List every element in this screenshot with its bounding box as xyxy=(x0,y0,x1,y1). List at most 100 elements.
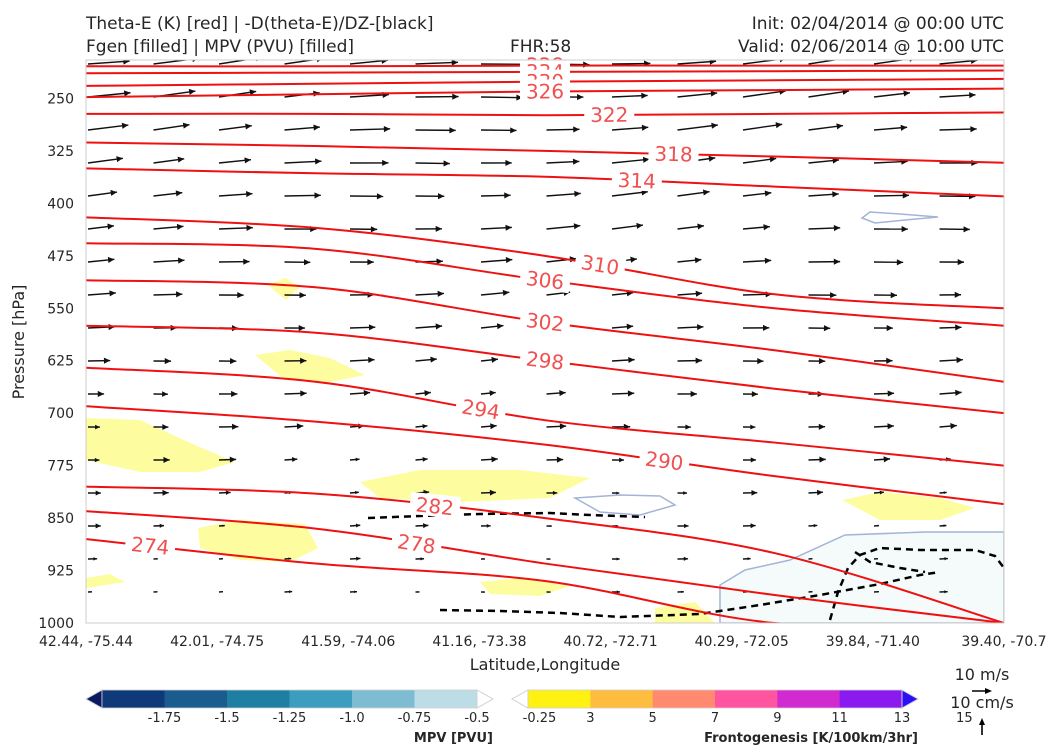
wind-vector-head xyxy=(550,624,552,626)
wind-vector-head xyxy=(1023,258,1029,264)
wind-vector-head xyxy=(483,591,485,593)
theta-e-contour xyxy=(86,167,1004,198)
colorbar-segment xyxy=(901,689,920,709)
wind-vector-head xyxy=(107,223,114,230)
wind-vector-head xyxy=(574,190,581,197)
wind-vector-head xyxy=(819,456,826,463)
colorbar-segment xyxy=(715,690,778,708)
wind-vector-head xyxy=(750,424,756,430)
wind-vector-head xyxy=(489,390,496,397)
wind-vector-head xyxy=(90,657,92,659)
wind-vector xyxy=(742,123,783,131)
wind-vector-head xyxy=(879,490,884,495)
contour-label-bg xyxy=(408,491,461,519)
wind-vector-head xyxy=(491,356,498,363)
wind-vector-head xyxy=(381,60,388,64)
wind-vector-head xyxy=(641,124,649,131)
theta-e-contour xyxy=(86,366,1004,467)
wind-vector-head xyxy=(437,290,444,297)
contour-label-bg xyxy=(454,393,508,424)
wind-vector-head xyxy=(1040,127,1046,133)
wind-vector-head xyxy=(356,556,361,561)
wind-vector-head xyxy=(886,324,893,332)
theta-e-contour-label: 314 xyxy=(617,168,656,194)
y-tick-label: 550 xyxy=(47,301,74,317)
wind-vector-head xyxy=(162,424,169,430)
wind-vector-head xyxy=(1038,60,1044,66)
wind-vector-head xyxy=(300,390,307,397)
colorbar-segment xyxy=(102,690,165,708)
wind-vector-head xyxy=(685,424,691,430)
wind-vector-head xyxy=(225,490,231,495)
wind-vector-head xyxy=(943,524,947,528)
theta-e-contour-label: 282 xyxy=(415,492,456,520)
wind-vector-head xyxy=(942,657,944,659)
wind-vector-head xyxy=(363,389,371,397)
theta-e-contour xyxy=(86,216,1004,310)
wind-vector-head xyxy=(93,557,98,561)
wind-ref-horizontal-arrowhead xyxy=(985,688,992,694)
colorbar-tick-label: -1.25 xyxy=(273,711,307,726)
wind-vector-head xyxy=(245,191,253,198)
wind-vector-head xyxy=(710,90,718,97)
wind-vector-head xyxy=(110,189,118,196)
wind-vector-head xyxy=(417,591,420,593)
wind-vector-head xyxy=(628,356,635,364)
wind-vector-head xyxy=(695,357,702,364)
y-tick-label: 925 xyxy=(47,564,74,580)
colorbar-segment xyxy=(528,690,591,708)
wind-vector xyxy=(1005,163,1043,164)
wind-vector xyxy=(480,96,523,99)
wind-vector-head xyxy=(121,122,129,129)
wind-vector-head xyxy=(883,456,891,463)
mpv-colorbar-title: MPV [PVU] xyxy=(414,731,493,746)
theta-e-contour-label: 278 xyxy=(396,529,437,558)
contour-label-bg xyxy=(519,79,571,102)
wind-vector-head xyxy=(684,523,689,529)
wind-vector-head xyxy=(627,390,635,397)
wind-vector-head xyxy=(1007,657,1009,659)
wind-vector-head xyxy=(355,457,360,462)
wind-vector-head xyxy=(969,92,976,99)
fgen-fill xyxy=(198,520,318,562)
wind-vector-head xyxy=(548,558,551,560)
colorbar-tick-label: 5 xyxy=(649,711,657,726)
wind-vector-head xyxy=(970,126,977,133)
chart-title-line2: Fgen [filled] | MPV (PVU) [filled] xyxy=(86,37,355,57)
wind-vector-head xyxy=(702,189,710,196)
wind-vector-head xyxy=(243,258,250,265)
wind-vector-head xyxy=(164,358,172,365)
wind-vector-head xyxy=(221,657,223,659)
wind-vector xyxy=(742,60,780,65)
wind-vector-head xyxy=(902,192,910,199)
wind-vector-head xyxy=(367,259,374,266)
theta-e-contour-label: 302 xyxy=(525,308,566,336)
wind-vector-head xyxy=(896,259,904,266)
wind-vector-head xyxy=(694,257,702,264)
wind-vector-head xyxy=(288,590,293,594)
wind-vector xyxy=(1005,459,1015,460)
wind-vector-head xyxy=(221,591,223,593)
colorbar-segment xyxy=(652,690,716,708)
colorbar-tick-label: -1.0 xyxy=(339,711,364,726)
wind-vector xyxy=(218,60,250,65)
wind-vector-head xyxy=(486,524,491,528)
wind-vector-head xyxy=(244,157,251,164)
wind-vector-head xyxy=(303,259,311,266)
wind-vector-head xyxy=(957,259,964,266)
colorbar-segment xyxy=(164,690,228,708)
wind-vector xyxy=(1005,359,1029,361)
wind-vector-head xyxy=(1036,160,1042,166)
wind-vector-head xyxy=(483,624,485,626)
colorbar-tick-label: 15 xyxy=(956,711,973,726)
wind-vector-head xyxy=(355,490,359,495)
wind-vector-head xyxy=(690,390,697,398)
theta-e-contour xyxy=(86,111,1004,117)
wind-vector-head xyxy=(833,258,841,265)
wind-vector-head xyxy=(818,358,826,365)
colorbar-segment xyxy=(352,690,415,708)
wind-vector-head xyxy=(368,356,375,364)
wind-vector xyxy=(1005,261,1029,262)
wind-vector-head xyxy=(177,156,185,163)
wind-vector-head xyxy=(764,190,772,197)
